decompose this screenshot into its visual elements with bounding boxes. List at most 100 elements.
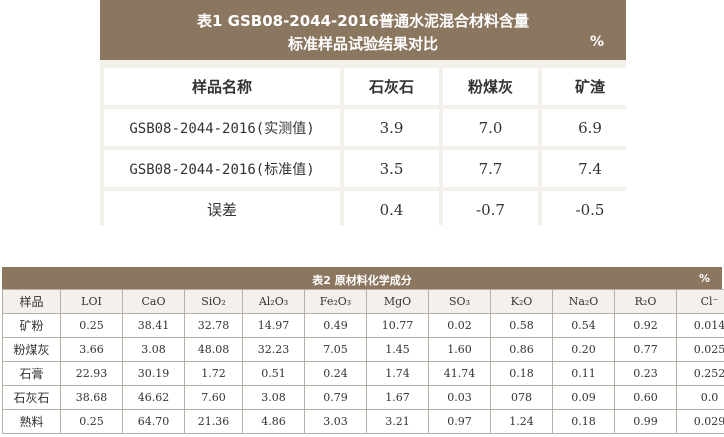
table2-header-cell: R₂O [614, 289, 677, 314]
table2-cell: 0.03 [428, 385, 491, 410]
table2-header-cell: Cl⁻ [676, 289, 724, 314]
table2-cell: 1.67 [366, 385, 429, 410]
table-row: 粉煤灰 3.66 3.08 48.08 32.23 7.05 1.45 1.60 0.86 0.2… [2, 337, 724, 362]
table2-cell: 1.60 [428, 337, 491, 362]
table2-cell: 0.18 [552, 409, 615, 434]
table2-header-cell: LOI [60, 289, 123, 314]
table1-row-label: GSB08-2044-2016(标准值) [104, 150, 340, 187]
table2-cell: 46.62 [122, 385, 185, 410]
table2-cell: 0.23 [614, 361, 677, 386]
table1-row-label: GSB08-2044-2016(实测值) [104, 109, 340, 146]
table1-cell: -0.7 [443, 191, 538, 228]
table2-header-band: 表2 原材料化学成分 % [2, 267, 722, 289]
table2-cell: 1.74 [366, 361, 429, 386]
table2-cell: 0.029 [676, 409, 724, 434]
table2-cell: 3.66 [60, 337, 123, 362]
table2-cell: 0.0 [676, 385, 724, 410]
table2-cell: 1.72 [184, 361, 243, 386]
table2-cell: 0.60 [614, 385, 677, 410]
table2-cell: 0.11 [552, 361, 615, 386]
table2-cell: 22.93 [60, 361, 123, 386]
table2-header-cell: Al₂O₃ [242, 289, 305, 314]
table2-cell: 0.86 [490, 337, 553, 362]
table1-header-cell: 样品名称 [104, 68, 340, 105]
table1-cell: 7.4 [542, 150, 638, 187]
table1-header-cell: 石灰石 [344, 68, 439, 105]
table2-cell: 21.36 [184, 409, 243, 434]
table2-cell: 0.09 [552, 385, 615, 410]
table2-cell: 3.03 [304, 409, 367, 434]
table2-cell: 0.18 [490, 361, 553, 386]
table2-header-cell: K₂O [490, 289, 553, 314]
table2-cell: 7.60 [184, 385, 243, 410]
table2-cell: 38.68 [60, 385, 123, 410]
table2-cell: 0.014 [676, 313, 724, 338]
table2-cell: 0.77 [614, 337, 677, 362]
table2-row-label: 石膏 [2, 361, 61, 386]
table2-cell: 32.23 [242, 337, 305, 362]
table-row: 熟料 0.25 64.70 21.36 4.86 3.03 3.21 0.97 1.24 0.18… [2, 409, 724, 434]
table2-cell: 7.05 [304, 337, 367, 362]
table2-cell: 30.19 [122, 361, 185, 386]
table1-cell: 7.7 [443, 150, 538, 187]
table2-header-cell: Na₂O [552, 289, 615, 314]
table2-cell: 10.77 [366, 313, 429, 338]
table1-cell: 3.5 [344, 150, 439, 187]
table1-grid: 样品名称 石灰石 粉煤灰 矿渣 GSB08-2044-2016(实测值) 3.9… [104, 68, 638, 228]
table2-header-row: 样品 LOI CaO SiO₂ Al₂O₃ Fe₂O₃ MgO SO₃ K₂O Na₂O R₂O Cl… [2, 289, 724, 314]
table2-grid: 样品 LOI CaO SiO₂ Al₂O₃ Fe₂O₃ MgO SO₃ K₂O Na₂O R₂O Cl… [2, 289, 724, 434]
table1-title-line1: 表1 GSB08-2044-2016普通水泥混合材料含量 [196, 12, 530, 30]
table1-cell: -0.5 [542, 191, 638, 228]
table2-cell: 41.74 [428, 361, 491, 386]
table2-header-cell: SiO₂ [184, 289, 243, 314]
table2-cell: 48.08 [184, 337, 243, 362]
table2-cell: 3.08 [242, 385, 305, 410]
table2-row-label: 石灰石 [2, 385, 61, 410]
table2-cell: 1.45 [366, 337, 429, 362]
table-row: 石灰石 38.68 46.62 7.60 3.08 0.79 1.67 0.03 078 0.09… [2, 385, 724, 410]
table1-row-label: 误差 [104, 191, 340, 228]
table2-cell: 0.49 [304, 313, 367, 338]
table2-cell: 14.97 [242, 313, 305, 338]
table1-body: 样品名称 石灰石 粉煤灰 矿渣 GSB08-2044-2016(实测值) 3.9… [100, 60, 638, 228]
table2-cell: 0.20 [552, 337, 615, 362]
table2-row-label: 矿粉 [2, 313, 61, 338]
table1-cell: 6.9 [542, 109, 638, 146]
table1-title-line2: 标准样品试验结果对比 [287, 35, 438, 53]
table2-cell: 3.08 [122, 337, 185, 362]
table1-header-cell: 粉煤灰 [443, 68, 538, 105]
table1: 表1 GSB08-2044-2016普通水泥混合材料含量 标准样品试验结果对比 … [100, 0, 638, 228]
table2-header-cell: 样品 [2, 289, 61, 314]
table2-cell: 0.51 [242, 361, 305, 386]
table1-cell: 0.4 [344, 191, 439, 228]
table2-cell: 3.21 [366, 409, 429, 434]
table-row: 石膏 22.93 30.19 1.72 0.51 0.24 1.74 41.74 0.18 0.1… [2, 361, 724, 386]
table2-title: 表2 原材料化学成分 [312, 274, 412, 287]
table2-unit: % [698, 272, 710, 285]
table2-cell: 4.86 [242, 409, 305, 434]
table-row: 矿粉 0.25 38.41 32.78 14.97 0.49 10.77 0.02 0.58 0.… [2, 313, 724, 338]
table2-cell: 0.025 [676, 337, 724, 362]
table2-cell: 0.99 [614, 409, 677, 434]
table2-cell: 078 [490, 385, 553, 410]
table1-header-cell: 矿渣 [542, 68, 638, 105]
table1-cell: 3.9 [344, 109, 439, 146]
table2-cell: 0.58 [490, 313, 553, 338]
table2-cell: 0.25 [60, 409, 123, 434]
table2-cell: 0.25 [60, 313, 123, 338]
table2-cell: 0.02 [428, 313, 491, 338]
table2-header-cell: SO₃ [428, 289, 491, 314]
table2-cell: 32.78 [184, 313, 243, 338]
table2-row-label: 粉煤灰 [2, 337, 61, 362]
table2-cell: 38.41 [122, 313, 185, 338]
table2-cell: 0.252 [676, 361, 724, 386]
table1-header-band: 表1 GSB08-2044-2016普通水泥混合材料含量 标准样品试验结果对比 … [100, 0, 626, 60]
table2-header-cell: MgO [366, 289, 429, 314]
table1-cell: 7.0 [443, 109, 538, 146]
table2-cell: 64.70 [122, 409, 185, 434]
table2-cell: 0.54 [552, 313, 615, 338]
table2-cell: 0.97 [428, 409, 491, 434]
table2-cell: 0.79 [304, 385, 367, 410]
table2-cell: 0.24 [304, 361, 367, 386]
table1-unit: % [589, 34, 604, 50]
